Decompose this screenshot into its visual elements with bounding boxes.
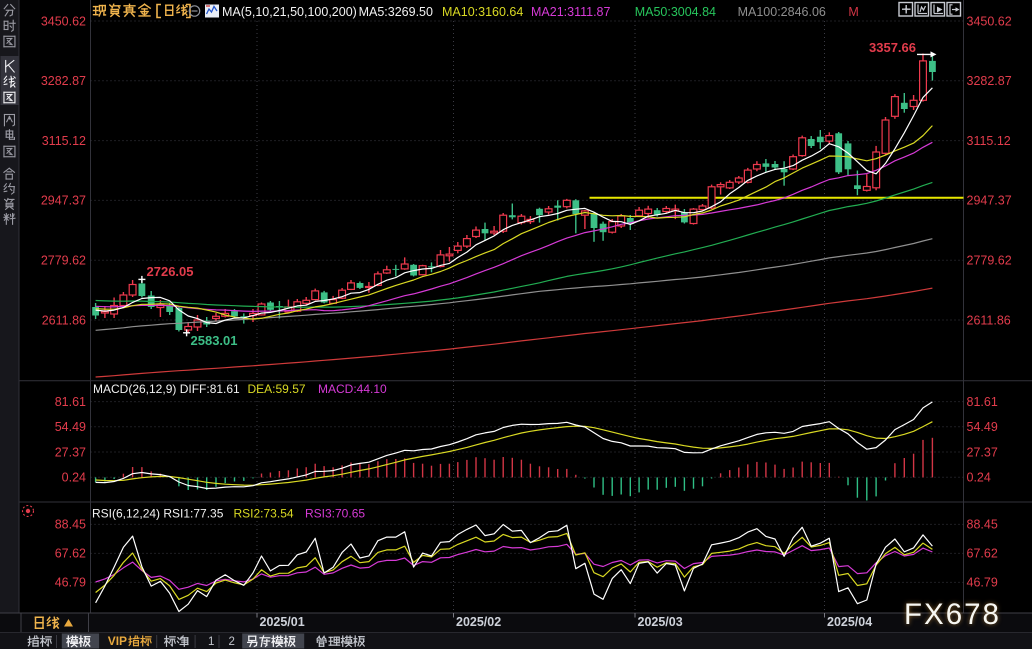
svg-text:2779.62: 2779.62: [41, 254, 86, 268]
svg-text:54.49: 54.49: [967, 420, 998, 434]
svg-text:3282.87: 3282.87: [41, 74, 86, 88]
svg-text:RSI(6,12,24) RSI1:77.35: RSI(6,12,24) RSI1:77.35: [92, 507, 224, 521]
svg-text:MA10:3160.64: MA10:3160.64: [442, 5, 523, 19]
svg-text:46.79: 46.79: [967, 576, 998, 590]
svg-text:81.61: 81.61: [55, 395, 86, 409]
svg-text:2947.37: 2947.37: [967, 194, 1012, 208]
svg-text:DEA:59.57: DEA:59.57: [248, 382, 306, 396]
svg-text:67.62: 67.62: [55, 547, 86, 561]
svg-text:0.24: 0.24: [967, 471, 991, 485]
svg-text:88.45: 88.45: [967, 518, 998, 532]
svg-text:3282.87: 3282.87: [967, 74, 1012, 88]
svg-text:1: 1: [208, 636, 214, 648]
svg-text:RSI3:70.65: RSI3:70.65: [305, 507, 365, 521]
svg-text:2: 2: [229, 636, 235, 648]
svg-text:2025/03: 2025/03: [638, 615, 683, 629]
svg-text:MA5:3269.50: MA5:3269.50: [359, 5, 433, 19]
svg-text:2779.62: 2779.62: [967, 254, 1012, 268]
svg-text:27.37: 27.37: [55, 445, 86, 459]
svg-text:54.49: 54.49: [55, 420, 86, 434]
svg-text:2611.86: 2611.86: [42, 313, 86, 327]
svg-text:2611.86: 2611.86: [967, 313, 1011, 327]
svg-text:88.45: 88.45: [55, 518, 86, 532]
svg-text:MACD:44.10: MACD:44.10: [318, 382, 387, 396]
svg-text:MA100:2846.06: MA100:2846.06: [738, 5, 826, 19]
svg-text:3450.62: 3450.62: [41, 14, 86, 28]
svg-text:27.37: 27.37: [967, 445, 998, 459]
svg-text:3357.66: 3357.66: [869, 40, 916, 55]
svg-text:MA(5,10,21,50,100,200): MA(5,10,21,50,100,200): [222, 5, 357, 19]
svg-text:2947.37: 2947.37: [41, 194, 86, 208]
svg-text:46.79: 46.79: [55, 576, 86, 590]
svg-text:3115.12: 3115.12: [967, 134, 1011, 148]
svg-text:VIP: VIP: [108, 634, 127, 648]
svg-text:MA50:3004.84: MA50:3004.84: [635, 5, 716, 19]
svg-text:RSI2:73.54: RSI2:73.54: [234, 507, 294, 521]
svg-text:2025/04: 2025/04: [827, 615, 872, 629]
svg-text:3115.12: 3115.12: [42, 134, 86, 148]
svg-text:2025/02: 2025/02: [456, 615, 501, 629]
svg-text:3450.62: 3450.62: [967, 14, 1012, 28]
svg-text:MACD(26,12,9) DIFF:81.61: MACD(26,12,9) DIFF:81.61: [93, 382, 240, 396]
svg-text:2726.05: 2726.05: [147, 264, 194, 279]
svg-text:MA21:3111.87: MA21:3111.87: [531, 5, 611, 19]
svg-text:2025/01: 2025/01: [260, 615, 305, 629]
svg-text:67.62: 67.62: [967, 547, 998, 561]
svg-text:2583.01: 2583.01: [191, 333, 238, 348]
svg-text:81.61: 81.61: [967, 395, 998, 409]
svg-text:0.24: 0.24: [62, 471, 86, 485]
svg-text:FX678: FX678: [904, 598, 1001, 631]
svg-text:M: M: [848, 5, 858, 19]
